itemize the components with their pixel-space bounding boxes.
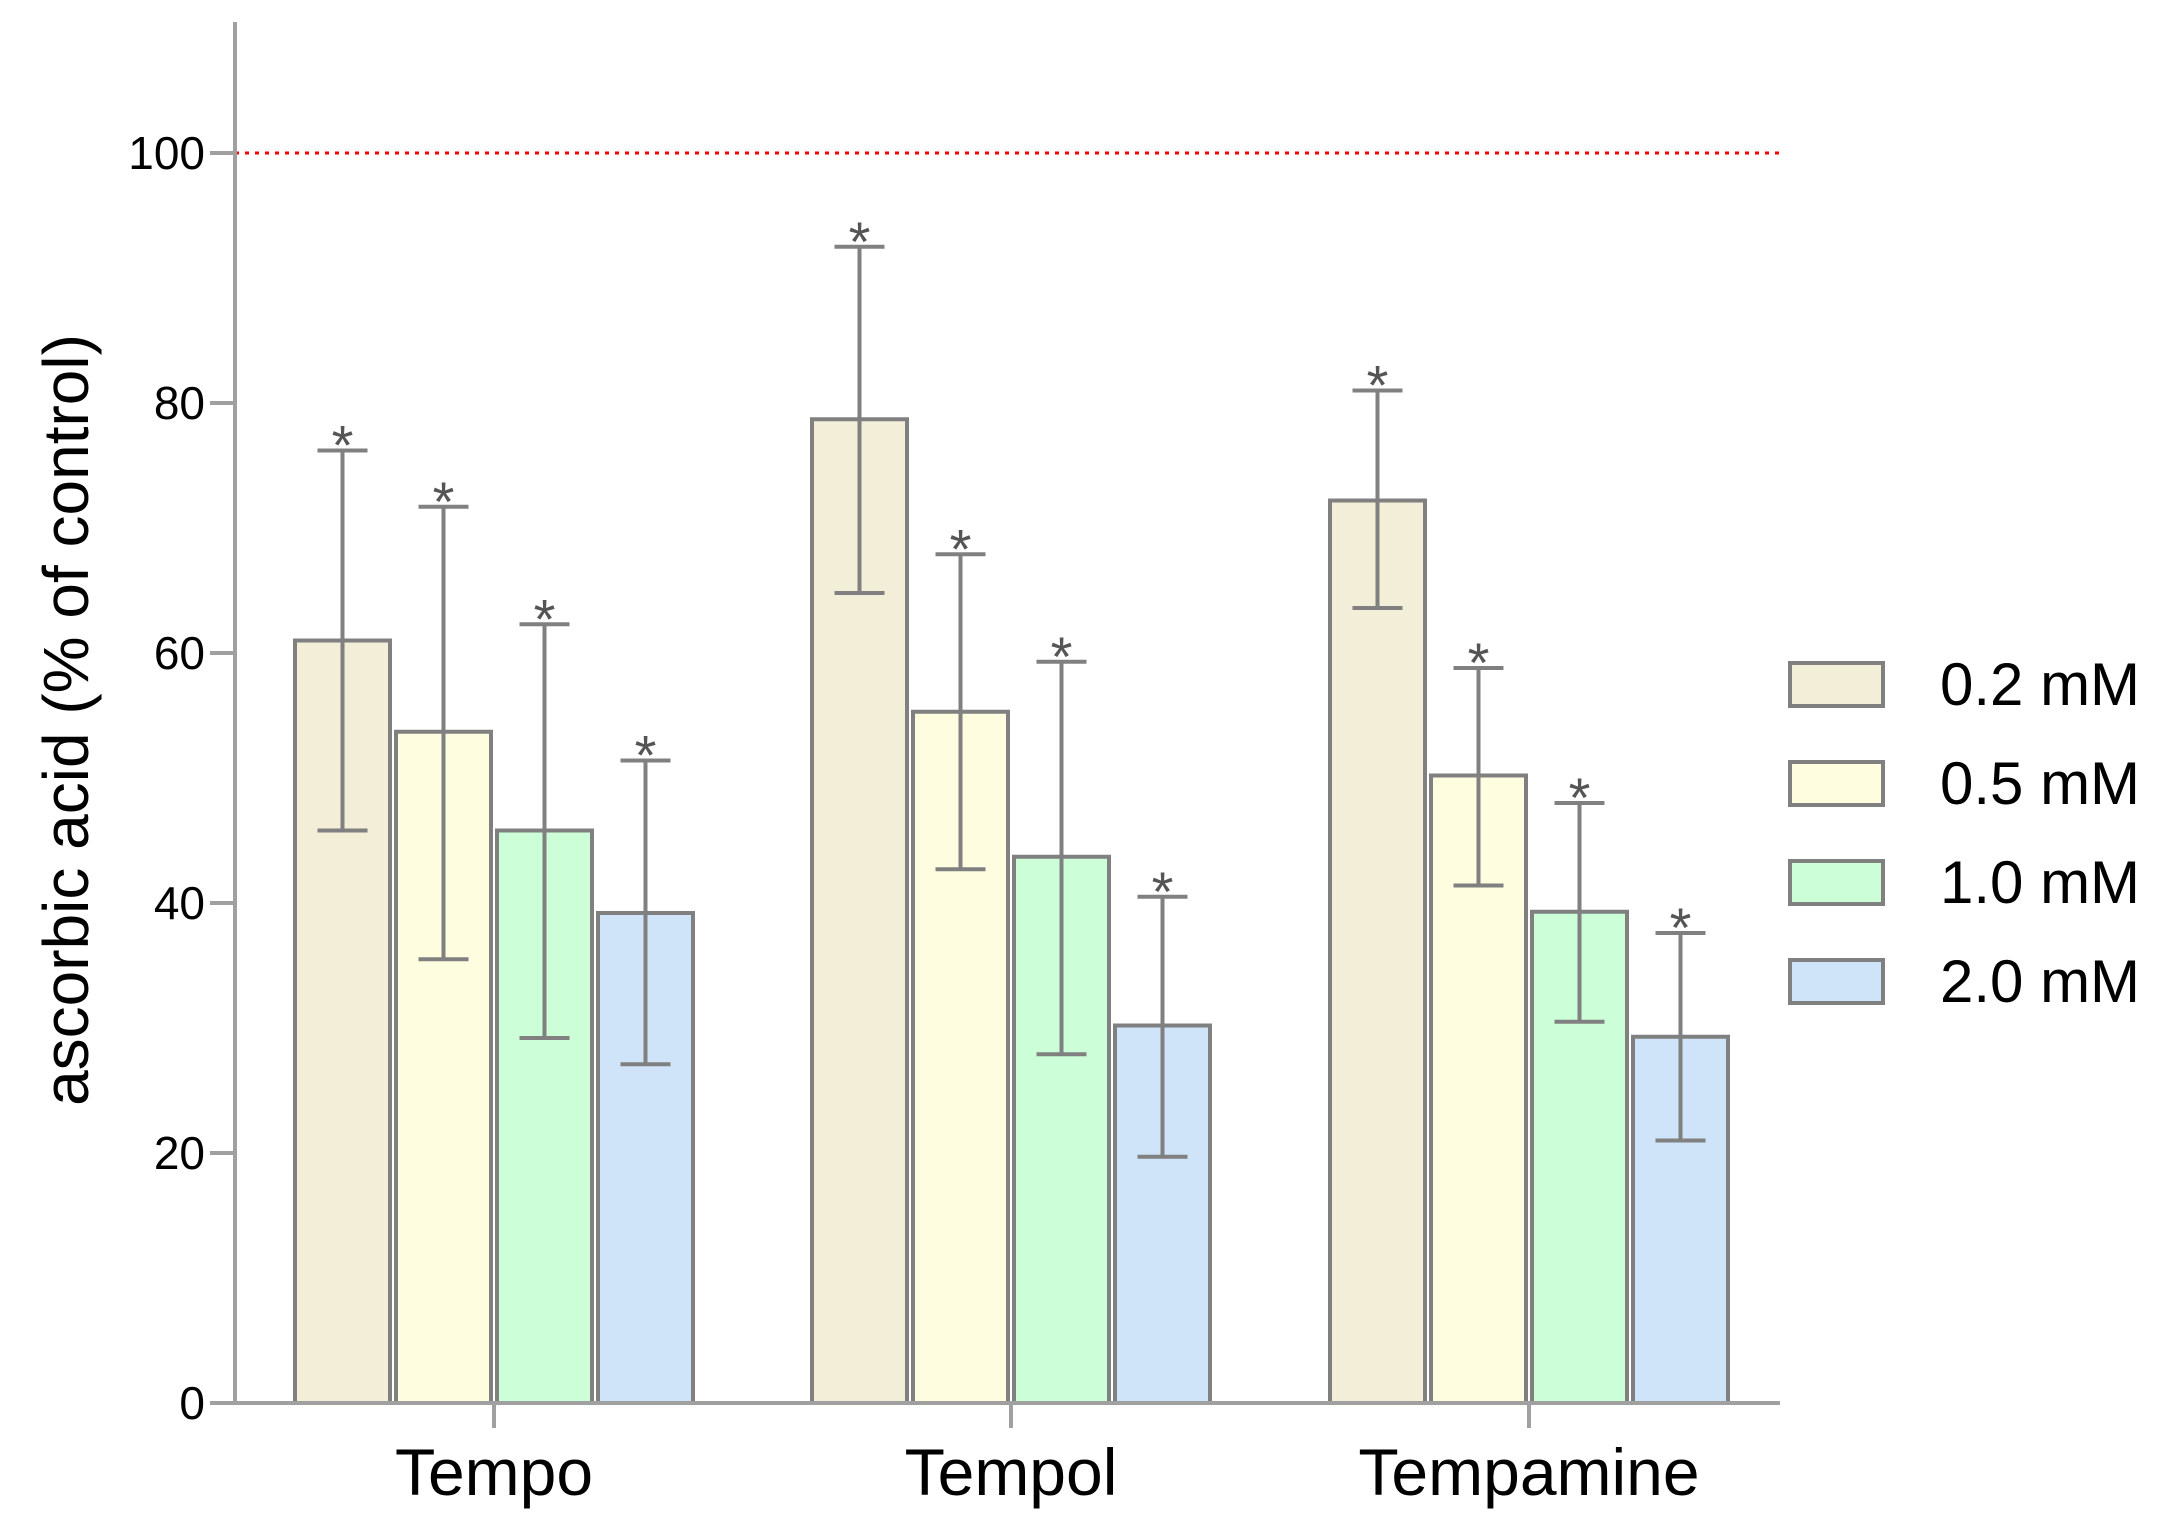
legend-label: 0.2 mM xyxy=(1940,651,2140,718)
legend-item-02mM: 0.2 mM xyxy=(1788,651,2140,718)
legend-swatch xyxy=(1788,859,1885,906)
y-ticks-layer: 0 20 40 60 80 100 xyxy=(128,127,235,1429)
significance-marker-tempo-02mM: * xyxy=(332,414,354,477)
legend-item-10mM: 1.0 mM xyxy=(1788,849,2140,916)
y-tick-label-20: 20 xyxy=(154,1127,205,1179)
error-bar-tempol-02mM xyxy=(834,244,885,595)
legend: 0.2 mM 0.5 mM 1.0 mM 2.0 mM xyxy=(1788,651,2140,1015)
error-bar-tempamine-02mM xyxy=(1352,388,1403,610)
error-bar-tempo-20mM xyxy=(620,758,671,1067)
bar-tempamine-02mM xyxy=(1328,498,1427,1405)
legend-swatch xyxy=(1788,760,1885,807)
significance-marker-tempo-05mM: * xyxy=(433,470,455,533)
y-tick-label-60: 60 xyxy=(154,627,205,679)
error-bars-layer xyxy=(317,244,1706,1159)
bars-layer xyxy=(293,417,1730,1405)
significance-marker-tempo-10mM: * xyxy=(534,587,556,650)
significance-marker-tempamine-10mM: * xyxy=(1569,766,1591,829)
significance-marker-tempamine-20mM: * xyxy=(1670,896,1692,959)
error-bar-tempol-20mM xyxy=(1137,894,1188,1159)
error-bar-tempamine-10mM xyxy=(1554,801,1605,1024)
bar-tempo-20mM xyxy=(596,911,695,1405)
error-bar-tempo-05mM xyxy=(418,504,469,962)
significance-marker-tempo-20mM: * xyxy=(635,724,657,787)
y-axis-title: ascorbic acid (% of control) xyxy=(30,334,102,1106)
legend-label: 0.5 mM xyxy=(1940,750,2140,817)
significance-marker-tempamine-05mM: * xyxy=(1468,631,1490,694)
legend-swatch xyxy=(1788,661,1885,708)
error-bar-tempamine-20mM xyxy=(1655,931,1706,1143)
error-bar-tempol-05mM xyxy=(935,552,986,872)
significance-marker-tempamine-02mM: * xyxy=(1367,354,1389,417)
y-tick-label-0: 0 xyxy=(179,1377,205,1429)
y-tick-label-80: 80 xyxy=(154,377,205,429)
significance-marker-tempol-10mM: * xyxy=(1051,625,1073,688)
error-bar-tempamine-05mM xyxy=(1453,666,1504,888)
y-tick-label-40: 40 xyxy=(154,877,205,929)
error-bar-tempo-02mM xyxy=(317,448,368,833)
legend-item-05mM: 0.5 mM xyxy=(1788,750,2140,817)
legend-item-20mM: 2.0 mM xyxy=(1788,948,2140,1015)
x-ticks-layer: Tempo Tempol Tempamine xyxy=(395,1403,1700,1509)
y-tick-label-100: 100 xyxy=(128,127,205,179)
x-tick-label-tempol: Tempol xyxy=(905,1435,1118,1509)
legend-swatch xyxy=(1788,958,1885,1005)
error-bar-tempo-10mM xyxy=(519,622,570,1040)
legend-label: 2.0 mM xyxy=(1940,948,2140,1015)
significance-marker-tempol-02mM: * xyxy=(849,210,871,273)
significance-marker-tempol-20mM: * xyxy=(1152,860,1174,923)
x-tick-label-tempamine: Tempamine xyxy=(1358,1435,1699,1509)
significance-marker-tempol-05mM: * xyxy=(950,517,972,580)
error-bar-tempol-10mM xyxy=(1036,659,1087,1057)
x-tick-label-tempo: Tempo xyxy=(395,1435,593,1509)
legend-label: 1.0 mM xyxy=(1940,849,2140,916)
significance-markers-layer: * * * * * * * * * * * * xyxy=(332,210,1692,959)
